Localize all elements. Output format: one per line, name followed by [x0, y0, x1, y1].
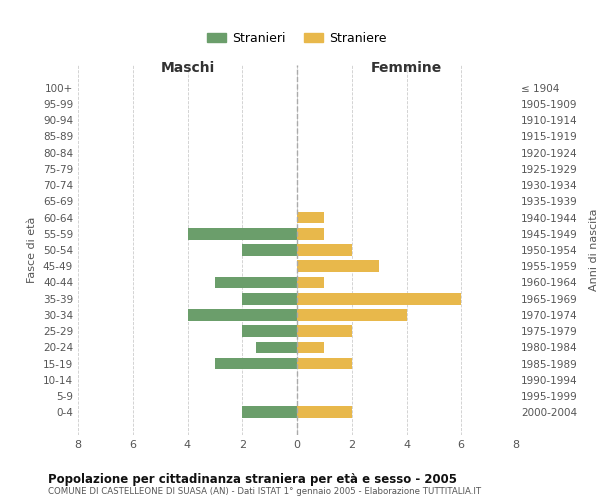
- Bar: [297, 276, 325, 288]
- Bar: [297, 228, 325, 239]
- Bar: [256, 342, 297, 353]
- Bar: [297, 358, 352, 370]
- Text: COMUNE DI CASTELLEONE DI SUASA (AN) - Dati ISTAT 1° gennaio 2005 - Elaborazione : COMUNE DI CASTELLEONE DI SUASA (AN) - Da…: [48, 488, 481, 496]
- Bar: [242, 293, 297, 304]
- Bar: [297, 326, 352, 337]
- Bar: [297, 244, 352, 256]
- Y-axis label: Fasce di età: Fasce di età: [28, 217, 37, 283]
- Bar: [215, 276, 297, 288]
- Bar: [242, 406, 297, 418]
- Bar: [242, 244, 297, 256]
- Text: Femmine: Femmine: [371, 60, 442, 74]
- Bar: [297, 260, 379, 272]
- Bar: [297, 342, 325, 353]
- Bar: [242, 326, 297, 337]
- Bar: [187, 228, 297, 239]
- Bar: [297, 406, 352, 418]
- Legend: Stranieri, Straniere: Stranieri, Straniere: [202, 27, 392, 50]
- Text: Popolazione per cittadinanza straniera per età e sesso - 2005: Popolazione per cittadinanza straniera p…: [48, 472, 457, 486]
- Bar: [215, 358, 297, 370]
- Y-axis label: Anni di nascita: Anni di nascita: [589, 209, 599, 291]
- Bar: [297, 293, 461, 304]
- Bar: [297, 309, 407, 321]
- Text: Maschi: Maschi: [160, 60, 215, 74]
- Bar: [297, 212, 325, 224]
- Bar: [187, 309, 297, 321]
